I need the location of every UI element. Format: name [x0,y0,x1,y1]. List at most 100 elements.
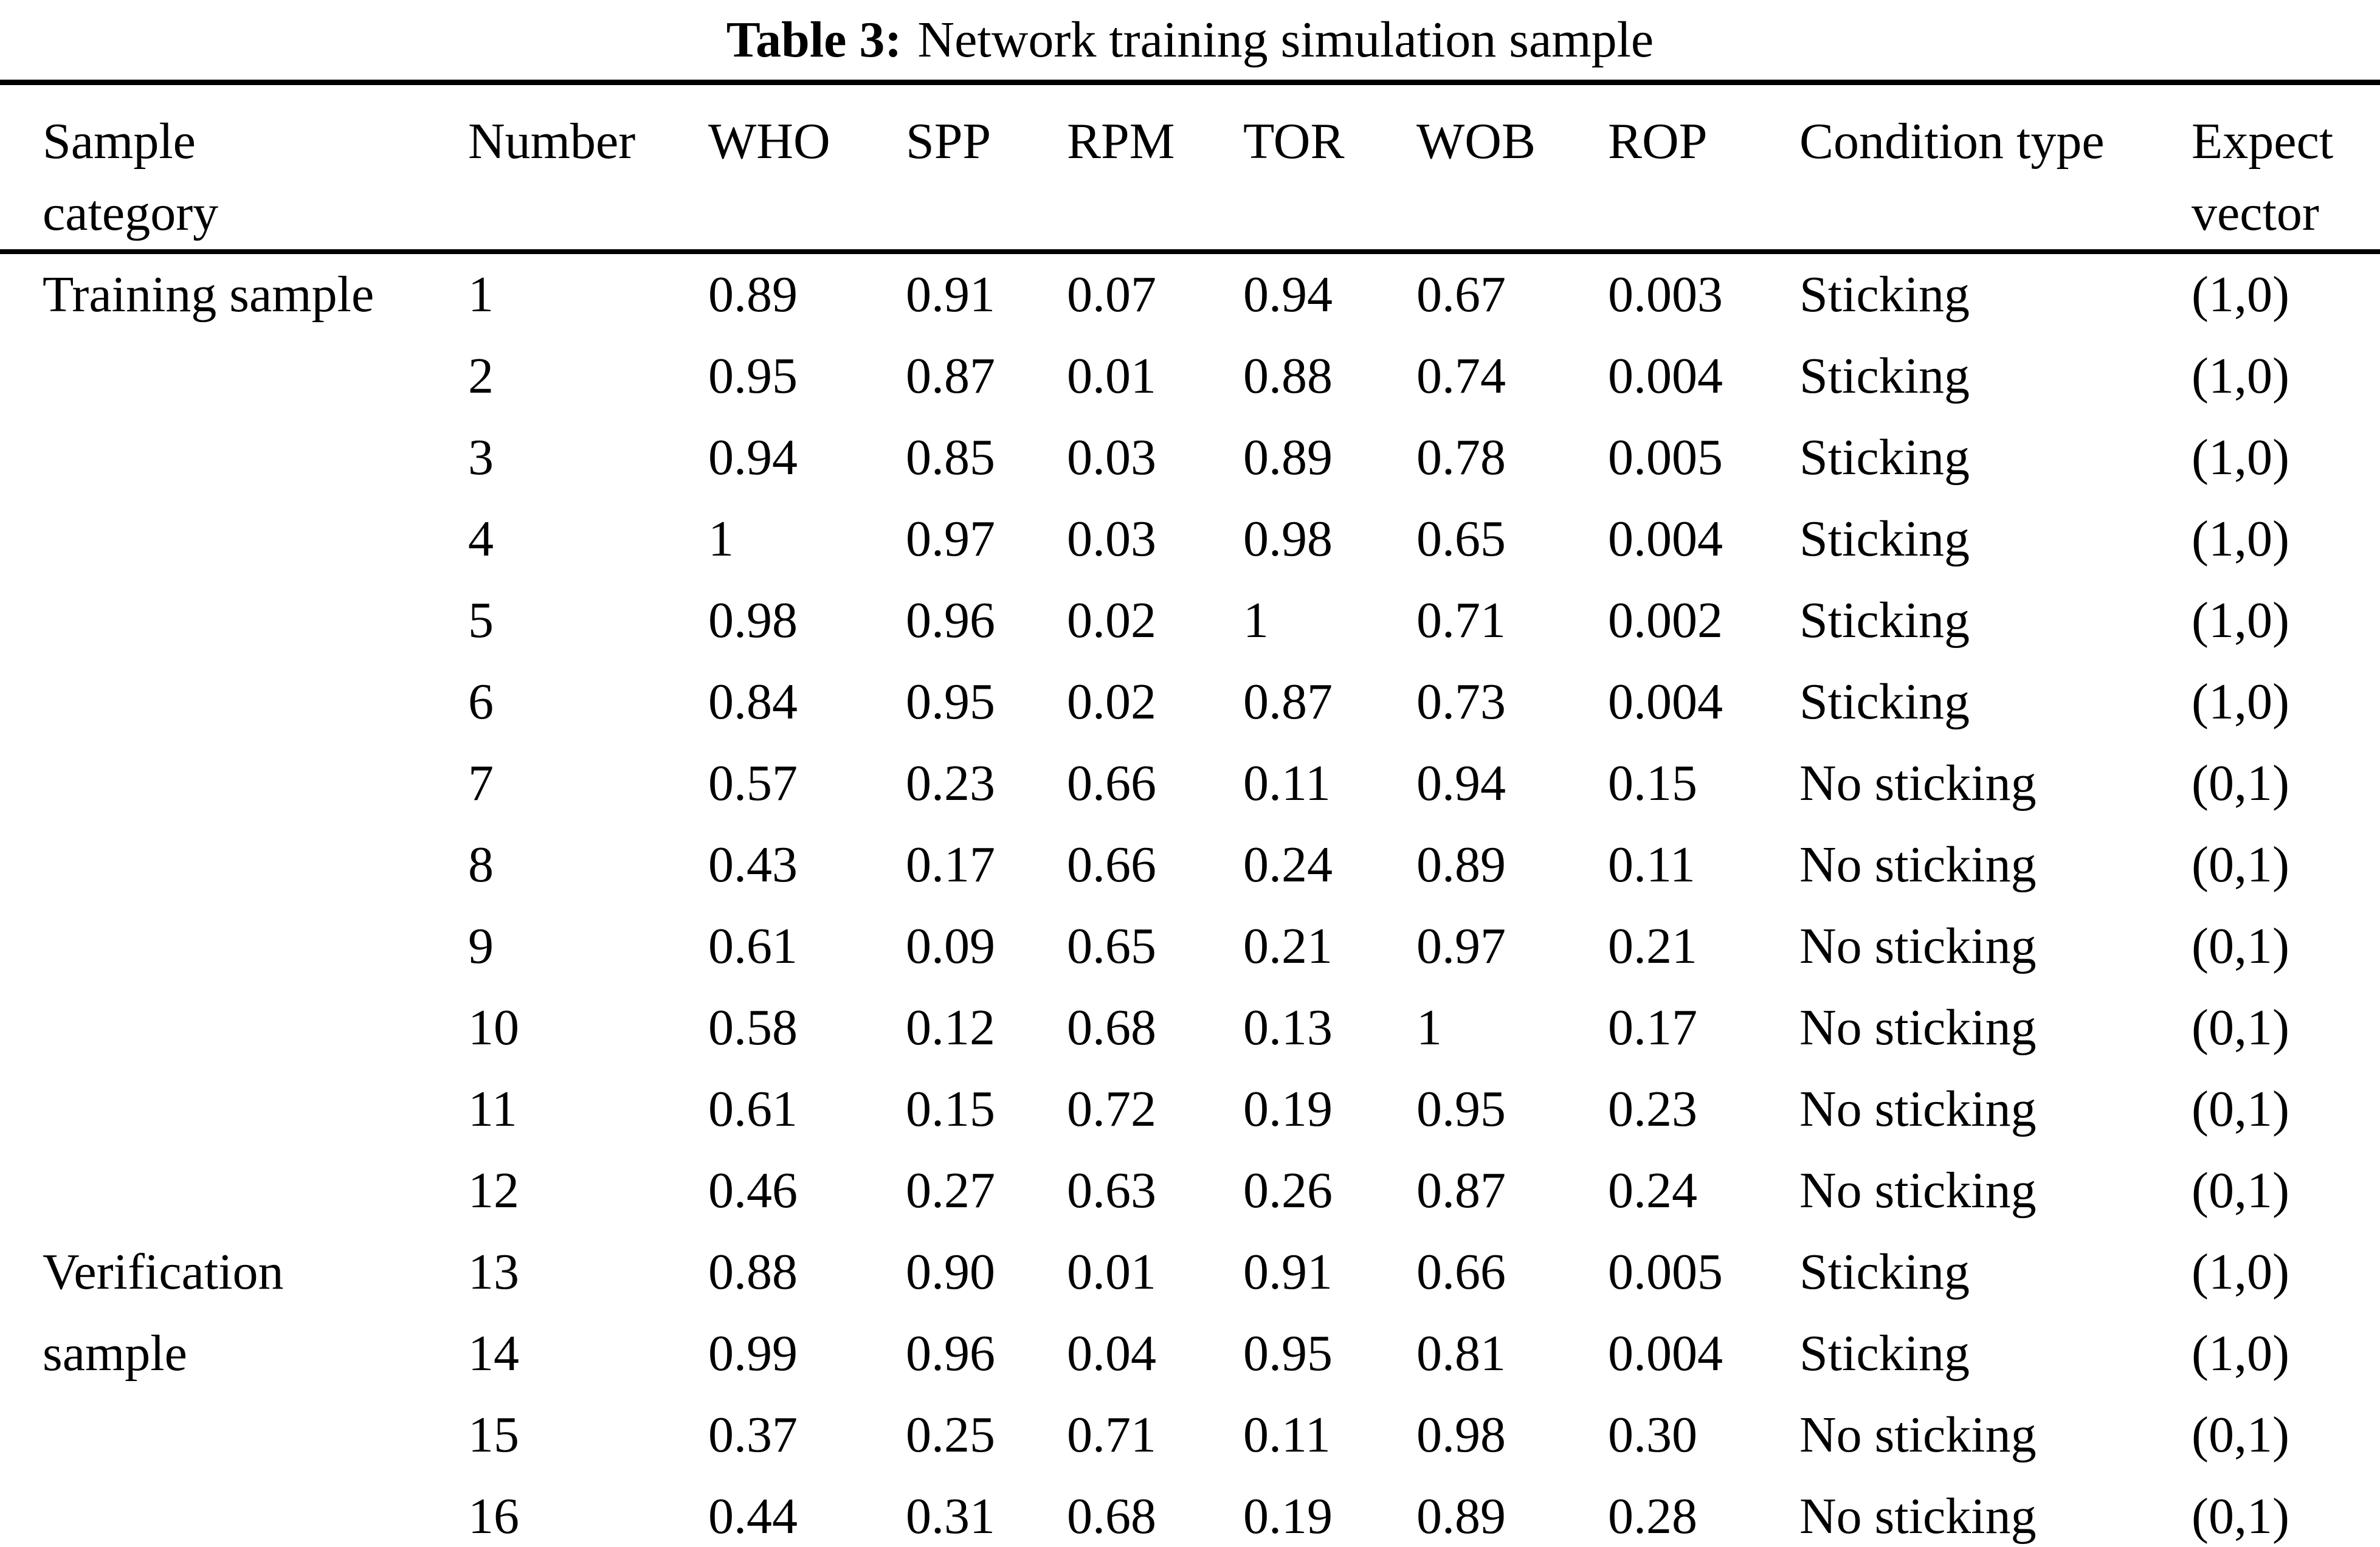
cell-rop: 0.28 [1608,1488,1697,1545]
cell-number: 15 [468,1407,519,1463]
cell-condition: Sticking [1799,348,1970,404]
cell-who: 0.89 [708,266,798,323]
cell-condition: Sticking [1799,1244,1970,1300]
header-cell-expect: Expect vector [2192,113,2334,241]
cell-wob: 0.89 [1416,1488,1506,1545]
cell-spp: 0.95 [906,674,995,730]
cell-rop: 0.17 [1608,999,1697,1056]
cell-number: 13 [468,1244,519,1300]
cell-tor: 0.94 [1243,266,1333,323]
cell-wob: 0.94 [1416,755,1506,811]
cell-wob: 0.74 [1416,348,1506,404]
cell-wob: 0.67 [1416,266,1506,323]
cell-number: 16 [468,1488,519,1545]
cell-condition: Sticking [1799,674,1970,730]
header-row: Sample category Number WHO SPP RPM TOR WOB ROP C… [0,83,2380,252]
cell-spp: 0.25 [906,1407,995,1463]
cell-spp: 0.97 [906,511,995,567]
cell-tor: 0.19 [1243,1488,1333,1545]
cell-expect: (0,1) [2192,1081,2289,1137]
cell-spp: 0.91 [906,266,995,323]
cell-condition: No sticking [1799,1407,2037,1463]
cell-wob: 0.95 [1416,1081,1506,1137]
cell-who: 0.46 [708,1162,798,1219]
cell-expect: (1,0) [2192,674,2289,730]
cell-who: 0.95 [708,348,798,404]
cell-expect: (0,1) [2192,1162,2289,1219]
table-row: 14 0.99 0.96 0.04 0.95 0.81 0.004 Sticking (1,0) [0,1313,2380,1394]
cell-rop: 0.003 [1608,266,1723,323]
cell-rpm: 0.01 [1067,1244,1156,1300]
cell-expect: (0,1) [2192,999,2289,1056]
cell-wob: 0.71 [1416,592,1506,649]
cell-wob: 0.98 [1416,1407,1506,1463]
cell-number: 9 [468,918,494,974]
table-row: 15 0.37 0.25 0.71 0.11 0.98 0.30 No sticking (0,… [0,1394,2380,1476]
table-row: 16 0.44 0.31 0.68 0.19 0.89 0.28 No sticking (0,… [0,1476,2380,1547]
cell-rop: 0.15 [1608,755,1697,811]
header-cell-number: Number [468,113,636,170]
cell-tor: 0.87 [1243,674,1333,730]
cell-rpm: 0.03 [1067,511,1156,567]
cell-tor: 0.89 [1243,429,1333,486]
cell-rop: 0.005 [1608,429,1723,486]
cell-condition: No sticking [1799,1162,2037,1219]
cell-number: 10 [468,999,519,1056]
cell-condition: Sticking [1799,1325,1970,1382]
cell-condition: No sticking [1799,999,2037,1056]
cell-wob: 0.81 [1416,1325,1506,1382]
cell-expect: (0,1) [2192,918,2289,974]
table-row: 9 0.61 0.09 0.65 0.21 0.97 0.21 No sticking (0,1… [0,906,2380,987]
cell-rpm: 0.66 [1067,755,1156,811]
cell-rpm: 0.02 [1067,674,1156,730]
cell-expect: (0,1) [2192,836,2289,893]
cell-number: 12 [468,1162,519,1219]
cell-condition: No sticking [1799,1081,2037,1137]
table-row: 2 0.95 0.87 0.01 0.88 0.74 0.004 Sticking (1,0) [0,336,2380,417]
table-row: 6 0.84 0.95 0.02 0.87 0.73 0.004 Sticking (1,0) [0,661,2380,743]
cell-expect: (1,0) [2192,348,2289,404]
cell-tor: 0.98 [1243,511,1333,567]
cell-rpm: 0.72 [1067,1081,1156,1137]
cell-spp: 0.15 [906,1081,995,1137]
cell-spp: 0.17 [906,836,995,893]
cell-rpm: 0.07 [1067,266,1156,323]
cell-number: 1 [468,266,494,323]
cell-number: 2 [468,348,494,404]
cell-rop: 0.005 [1608,1244,1723,1300]
cell-spp: 0.96 [906,1325,995,1382]
table-row: Training sample 1 0.89 0.91 0.07 0.94 0.67 0.00… [0,252,2380,336]
header-cell-who: WHO [708,113,830,170]
cell-rop: 0.21 [1608,918,1697,974]
cell-condition: Sticking [1799,266,1970,323]
cell-who: 0.57 [708,755,798,811]
cell-condition: No sticking [1799,836,2037,893]
cell-spp: 0.31 [906,1488,995,1545]
table-row: 12 0.46 0.27 0.63 0.26 0.87 0.24 No sticking (0,… [0,1150,2380,1232]
table-row: Verification sample 13 0.88 0.90 0.01 0.91 0.6… [0,1232,2380,1382]
table-row: 8 0.43 0.17 0.66 0.24 0.89 0.11 No sticking (0,1… [0,824,2380,906]
cell-who: 1 [708,511,734,567]
cell-who: 0.61 [708,918,798,974]
cell-who: 0.94 [708,429,798,486]
cell-rop: 0.002 [1608,592,1723,649]
cell-tor: 0.26 [1243,1162,1333,1219]
header-cell-spp: SPP [906,113,992,170]
cell-number: 5 [468,592,494,649]
cell-rop: 0.004 [1608,511,1723,567]
cell-expect: (0,1) [2192,1407,2289,1463]
cell-tor: 0.91 [1243,1244,1333,1300]
header-cell-wob: WOB [1416,113,1536,170]
category-cell: Training sample [43,266,374,323]
table-caption-text: Network training simulation sample [917,12,1654,68]
cell-who: 0.58 [708,999,798,1056]
cell-tor: 0.11 [1243,755,1331,811]
cell-wob: 0.87 [1416,1162,1506,1219]
cell-rpm: 0.02 [1067,592,1156,649]
cell-who: 0.84 [708,674,798,730]
cell-rpm: 0.04 [1067,1325,1156,1382]
table-caption-label: Table 3: [726,12,902,68]
cell-number: 8 [468,836,494,893]
cell-number: 7 [468,755,494,811]
